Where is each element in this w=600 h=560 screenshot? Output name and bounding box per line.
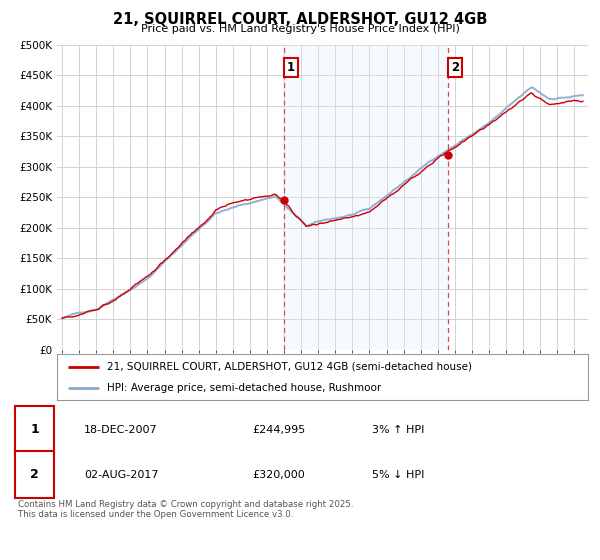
Text: 02-AUG-2017: 02-AUG-2017 — [84, 470, 158, 479]
Text: 5% ↓ HPI: 5% ↓ HPI — [372, 470, 424, 479]
Text: 21, SQUIRREL COURT, ALDERSHOT, GU12 4GB: 21, SQUIRREL COURT, ALDERSHOT, GU12 4GB — [113, 12, 487, 27]
Text: 1: 1 — [31, 423, 39, 436]
Text: £320,000: £320,000 — [252, 470, 305, 479]
Text: 1: 1 — [287, 61, 295, 74]
Text: £244,995: £244,995 — [252, 425, 305, 435]
Text: Contains HM Land Registry data © Crown copyright and database right 2025.
This d: Contains HM Land Registry data © Crown c… — [18, 500, 353, 519]
Bar — [284, 45, 448, 350]
Text: 2: 2 — [31, 468, 39, 481]
Text: HPI: Average price, semi-detached house, Rushmoor: HPI: Average price, semi-detached house,… — [107, 383, 382, 393]
Text: 18-DEC-2007: 18-DEC-2007 — [84, 425, 158, 435]
Text: 21, SQUIRREL COURT, ALDERSHOT, GU12 4GB (semi-detached house): 21, SQUIRREL COURT, ALDERSHOT, GU12 4GB … — [107, 362, 472, 372]
Text: 3% ↑ HPI: 3% ↑ HPI — [372, 425, 424, 435]
Text: 2: 2 — [451, 61, 459, 74]
Text: Price paid vs. HM Land Registry's House Price Index (HPI): Price paid vs. HM Land Registry's House … — [140, 24, 460, 34]
